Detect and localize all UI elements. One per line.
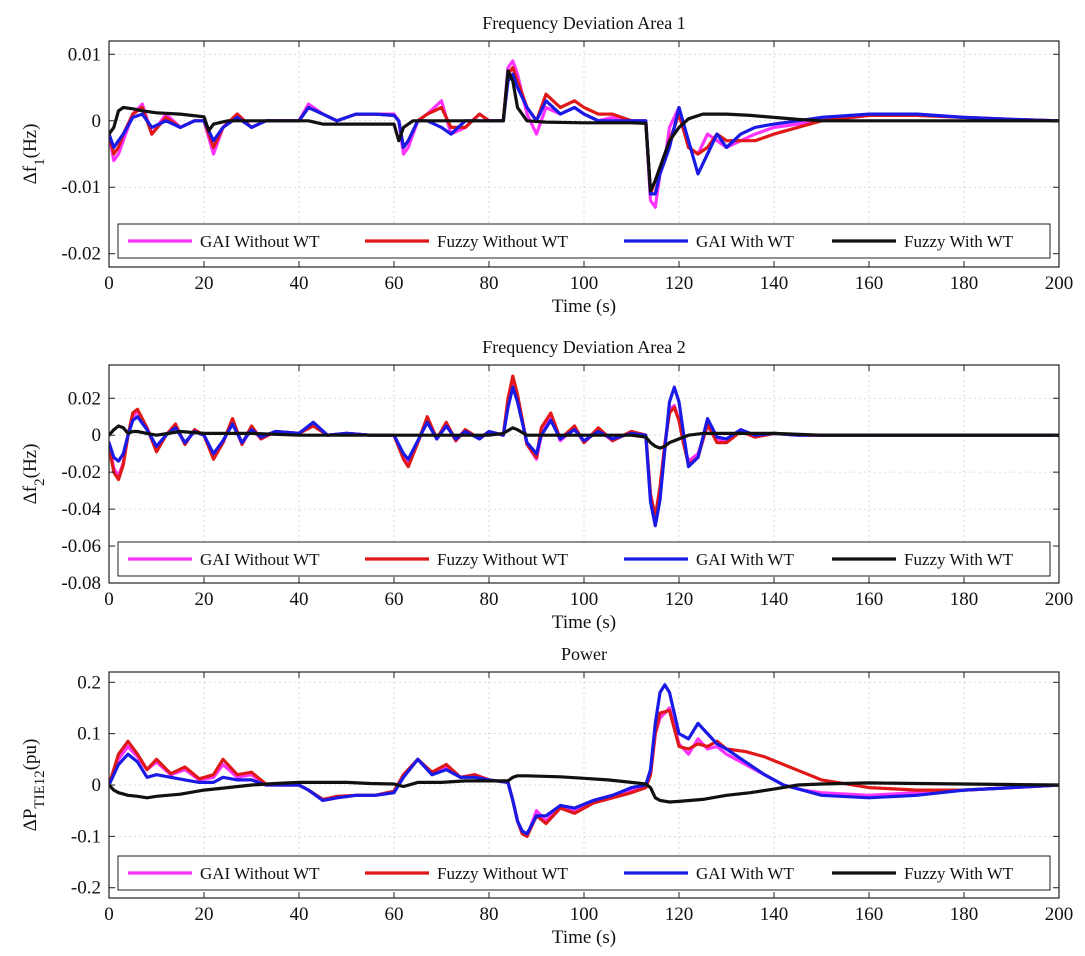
x-tick-label: 0 bbox=[104, 904, 114, 925]
legend-label: GAI Without WT bbox=[200, 864, 320, 883]
x-tick-label: 200 bbox=[1045, 589, 1074, 610]
legend-label: Fuzzy Without WT bbox=[437, 550, 569, 569]
x-tick-label: 20 bbox=[195, 589, 214, 610]
x-tick-label: 200 bbox=[1045, 273, 1074, 294]
x-tick-label: 100 bbox=[570, 589, 599, 610]
x-axis-label: Time (s) bbox=[552, 927, 616, 948]
x-tick-label: 20 bbox=[195, 904, 214, 925]
x-tick-label: 100 bbox=[570, 904, 599, 925]
legend-label: GAI With WT bbox=[696, 550, 794, 569]
series-group bbox=[109, 374, 1059, 528]
chart-title: Power bbox=[561, 644, 607, 664]
legend-label: GAI Without WT bbox=[200, 232, 320, 251]
x-tick-label: 80 bbox=[480, 589, 499, 610]
legend-label: Fuzzy Without WT bbox=[437, 232, 569, 251]
x-tick-label: 140 bbox=[760, 904, 789, 925]
x-tick-label: 40 bbox=[290, 589, 309, 610]
legend: GAI Without WT Fuzzy Without WT GAI With W… bbox=[117, 855, 1051, 891]
x-tick-label: 180 bbox=[950, 273, 979, 294]
series-line-gai-with-wt bbox=[109, 385, 1059, 528]
chart-1: 0 20 40 60 80 100 120 140 160 180 200 0.01 0 -0.01 -0.… bbox=[20, 13, 1073, 317]
legend-label: Fuzzy With WT bbox=[904, 864, 1014, 883]
y-tick-label: -0.04 bbox=[61, 499, 101, 520]
y-tick-label: 0.1 bbox=[77, 724, 101, 745]
y-tick-label: -0.2 bbox=[71, 878, 101, 899]
y-tick-label: 0.02 bbox=[68, 388, 101, 409]
x-tick-label: 80 bbox=[480, 273, 499, 294]
x-tick-label: 160 bbox=[855, 904, 884, 925]
x-axis-label: Time (s) bbox=[552, 296, 616, 317]
x-tick-label: 160 bbox=[855, 589, 884, 610]
x-tick-label: 60 bbox=[385, 589, 404, 610]
x-tick-label: 180 bbox=[950, 589, 979, 610]
legend: GAI Without WT Fuzzy Without WT GAI With W… bbox=[117, 541, 1051, 577]
y-tick-label: -0.1 bbox=[71, 826, 101, 847]
x-tick-label: 140 bbox=[760, 273, 789, 294]
x-tick-label: 100 bbox=[570, 273, 599, 294]
chart-title: Frequency Deviation Area 2 bbox=[482, 337, 685, 357]
series-line-fuzzy-with-wt bbox=[109, 69, 1059, 193]
y-axis-label: ΔPTIE12(pu) bbox=[20, 739, 48, 832]
series-line-fuzzy-with-wt bbox=[109, 774, 1059, 804]
x-tick-label: 0 bbox=[104, 589, 114, 610]
legend: GAI Without WT Fuzzy Without WT GAI With W… bbox=[117, 223, 1051, 259]
legend-label: Fuzzy With WT bbox=[904, 550, 1014, 569]
series-group bbox=[109, 683, 1059, 839]
y-tick-label: -0.06 bbox=[61, 536, 101, 557]
legend-label: GAI Without WT bbox=[200, 550, 320, 569]
x-tick-label: 120 bbox=[665, 589, 694, 610]
y-tick-label: 0.01 bbox=[68, 44, 101, 65]
y-axis-label: Δf1(Hz) bbox=[20, 124, 48, 185]
chart-title: Frequency Deviation Area 1 bbox=[482, 13, 685, 33]
y-tick-label: -0.01 bbox=[61, 177, 101, 198]
x-tick-label: 60 bbox=[385, 273, 404, 294]
x-axis-label: Time (s) bbox=[552, 612, 616, 633]
x-tick-label: 80 bbox=[480, 904, 499, 925]
x-tick-label: 0 bbox=[104, 273, 114, 294]
legend-label: Fuzzy With WT bbox=[904, 232, 1014, 251]
x-tick-label: 20 bbox=[195, 273, 214, 294]
y-tick-label: -0.08 bbox=[61, 573, 101, 594]
x-tick-label: 60 bbox=[385, 904, 404, 925]
y-tick-label: -0.02 bbox=[61, 462, 101, 483]
x-tick-label: 160 bbox=[855, 273, 884, 294]
y-tick-label: 0 bbox=[92, 425, 102, 446]
legend-label: GAI With WT bbox=[696, 232, 794, 251]
x-tick-label: 120 bbox=[665, 273, 694, 294]
legend-label: GAI With WT bbox=[696, 864, 794, 883]
series-group bbox=[109, 59, 1059, 209]
y-tick-label: 0 bbox=[92, 111, 102, 132]
series-line-fuzzy-with-wt bbox=[109, 424, 1059, 450]
y-tick-label: 0 bbox=[92, 775, 102, 796]
legend-label: Fuzzy Without WT bbox=[437, 864, 569, 883]
chart-2: 0 20 40 60 80 100 120 140 160 180 200 0.02 0 -0.02 -0.… bbox=[20, 337, 1073, 633]
y-tick-label: -0.02 bbox=[61, 244, 101, 265]
y-tick-label: 0.2 bbox=[77, 672, 101, 693]
x-tick-label: 40 bbox=[290, 904, 309, 925]
chart-3: 0 20 40 60 80 100 120 140 160 180 200 0.2 0.1 0 -0.1 -0… bbox=[20, 644, 1073, 948]
x-tick-label: 180 bbox=[950, 904, 979, 925]
x-tick-label: 140 bbox=[760, 589, 789, 610]
y-axis-label: Δf2(Hz) bbox=[20, 444, 48, 505]
x-tick-label: 120 bbox=[665, 904, 694, 925]
x-tick-label: 200 bbox=[1045, 904, 1074, 925]
x-tick-label: 40 bbox=[290, 273, 309, 294]
series-line-gai-with-wt bbox=[109, 683, 1059, 836]
